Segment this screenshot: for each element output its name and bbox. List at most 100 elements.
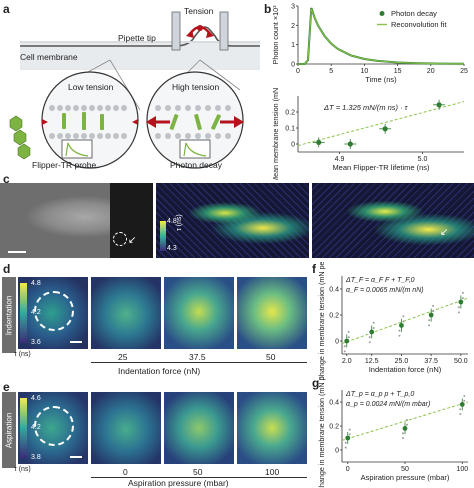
colorbar-c-top: 4.8 xyxy=(167,218,177,225)
data-point xyxy=(382,126,388,132)
aspiration-axis-label: Aspiration pressure (mbar) xyxy=(128,478,229,488)
y-tick-label: 0 xyxy=(291,142,295,149)
colorbar-d-bottom: 3.6 xyxy=(31,339,41,346)
y-tick-label: 0.4 xyxy=(329,287,339,294)
replicate-point xyxy=(398,329,401,332)
replicate-point xyxy=(347,330,350,333)
low-tension-label: Low tension xyxy=(68,82,114,92)
fit-line xyxy=(341,401,469,441)
colorbar-c-bottom: 4.3 xyxy=(167,245,177,252)
panel-label-c: c xyxy=(3,172,10,186)
y-axis-label: Change in membrane tension (mN per m) xyxy=(317,376,326,488)
lipid-bilayer-high xyxy=(155,105,231,139)
replicate-point xyxy=(406,423,408,426)
flipper-probe-icon xyxy=(9,115,31,160)
data-point xyxy=(344,338,350,344)
x-axis-label: Indentation force (nN) xyxy=(369,365,442,374)
replicate-point xyxy=(344,441,347,444)
replicate-point xyxy=(463,399,466,402)
aspiration-image-c xyxy=(237,392,307,464)
colorbar-e-mid: 4.2 xyxy=(31,424,41,431)
aspiration-circle-icon xyxy=(34,406,74,446)
x-tick-label: 5.0 xyxy=(418,156,428,163)
aspiration-tick-3: 100 xyxy=(265,467,280,477)
replicate-point xyxy=(347,336,350,339)
colorbar-d xyxy=(20,283,27,343)
indentation-tick-2: 37.5 xyxy=(189,352,206,362)
legend-marker-photon-decay xyxy=(379,11,385,16)
x-tick-label: 20 xyxy=(427,68,435,75)
brightfield-image: ↙ xyxy=(0,183,153,258)
y-tick-label: 1 xyxy=(291,42,295,49)
data-point xyxy=(345,435,351,441)
x-tick-label: 10 xyxy=(361,68,369,75)
scale-bar xyxy=(8,251,26,253)
pipette-arrow-icon-2: ↙ xyxy=(440,227,449,238)
fit-slope: α_p = 0.0024 mN/(m mbar) xyxy=(346,401,430,408)
y-tick-label: 0.2 xyxy=(329,313,339,320)
indentation-axis-line xyxy=(91,362,307,363)
x-tick-label: 12.5 xyxy=(365,358,379,365)
pipette-tip-shape xyxy=(171,11,229,51)
aspiration-image-a xyxy=(91,392,161,464)
x-tick-label: 15 xyxy=(394,68,402,75)
y-axis-label: Change in membrane tension (mN per m) xyxy=(317,262,326,380)
photon-decay-label: Photon decay xyxy=(170,160,222,170)
x-tick-label: 100 xyxy=(456,466,468,473)
indentation-axis-label: Indentation force (nN) xyxy=(118,366,201,376)
indentation-tick-3: 50 xyxy=(266,352,276,362)
replicate-point xyxy=(457,311,460,314)
replicate-point xyxy=(343,350,346,353)
replicate-point xyxy=(344,446,347,449)
colorbar-c-unit: τ (ns) xyxy=(176,214,183,231)
indentation-image-25 xyxy=(91,277,161,349)
replicate-point xyxy=(402,315,405,318)
decay-inset-low xyxy=(61,139,93,159)
indentation-tab: Indentation xyxy=(2,277,16,353)
data-point xyxy=(347,141,353,147)
colorbar-e xyxy=(20,398,27,458)
panel-label-g: g xyxy=(312,376,320,390)
panel-label-f: f xyxy=(312,262,316,276)
y-tick-label: 0.4 xyxy=(329,400,339,407)
colorbar-c xyxy=(160,221,166,251)
replicate-point xyxy=(402,320,405,323)
aspiration-tick-2: 50 xyxy=(193,467,203,477)
indentation-tension-chart: 2.0 12.5 25.0 37.5 50.0 0 0.2 0.4 Indentation fo… xyxy=(317,262,469,380)
colorbar-d-top: 4.8 xyxy=(31,280,41,287)
x-axis-label: Aspiration pressure (mbar) xyxy=(361,473,450,482)
x-axis-label: Time (ns) xyxy=(365,75,397,84)
replicate-point xyxy=(428,319,431,322)
replicate-point xyxy=(368,336,371,339)
x-tick-label: 0 xyxy=(296,68,300,75)
tension-label: Tension xyxy=(184,6,214,16)
y-tick-label: 0 xyxy=(291,62,295,69)
replicate-point xyxy=(428,324,431,327)
flim-image-2: ↙ xyxy=(312,183,474,258)
y-axis-label: Photon count ×10³ xyxy=(271,5,280,65)
pipette-tip-label: Pipette tip xyxy=(118,33,156,43)
aspiration-tick-1: 0 xyxy=(123,467,128,477)
colorbar-d-unit: τ (ns) xyxy=(14,351,31,358)
pipette-arrow-icon: ↙ xyxy=(128,235,137,246)
replicate-point xyxy=(459,413,462,415)
data-point xyxy=(428,312,434,318)
high-tension-zoom xyxy=(146,71,244,169)
fit-equation: ΔT_p = α_p p + T_p,0 xyxy=(345,391,414,398)
replicate-point xyxy=(402,432,404,435)
data-point xyxy=(458,299,464,305)
replicate-point xyxy=(368,341,371,344)
x-tick-label: 4.9 xyxy=(335,156,345,163)
pipette-circle-icon xyxy=(113,232,127,246)
indentation-image-37 xyxy=(164,277,234,349)
indentation-tick-1: 25 xyxy=(118,352,128,362)
replicate-point xyxy=(402,437,404,439)
lipid-bilayer-low xyxy=(49,105,127,139)
y-tick-label: 3 xyxy=(291,4,295,11)
panel-label-d: d xyxy=(3,262,11,276)
colorbar-d-mid: 4.2 xyxy=(31,309,41,316)
replicate-point xyxy=(372,327,375,329)
colorbar-e-top: 4.6 xyxy=(31,395,41,402)
data-point xyxy=(436,102,442,108)
tension-vs-lifetime-chart: 4.9 5.0 0 0.1 0.2 Mean Flipper-TR lifetime (n… xyxy=(271,88,465,180)
